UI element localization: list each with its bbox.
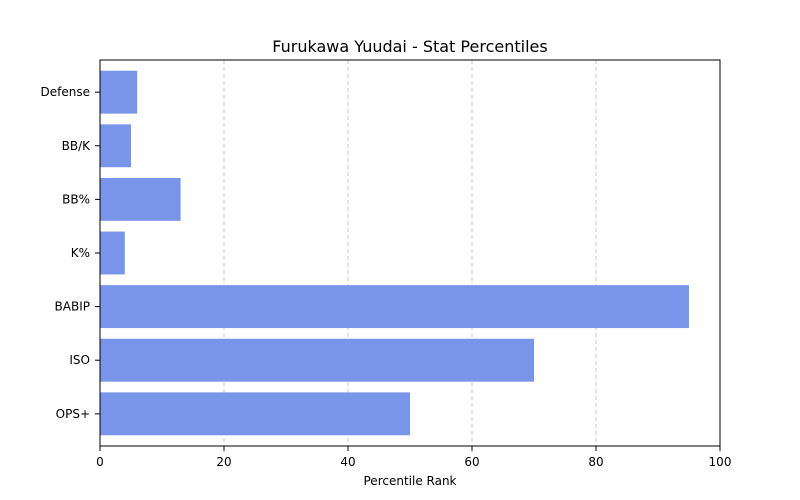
x-tick-label: 0: [96, 455, 104, 469]
y-tick-label: ISO: [69, 353, 90, 367]
x-tick-label: 80: [588, 455, 603, 469]
bar-k: [100, 231, 125, 275]
bars: [100, 70, 689, 436]
y-tick-label: K%: [71, 246, 90, 260]
bar-bb: [100, 177, 181, 221]
y-axis-ticks: OPS+ ISO BABIP K% BB% BB/K Defense: [41, 85, 100, 421]
x-tick-label: 40: [340, 455, 355, 469]
y-tick-label: BABIP: [55, 300, 90, 314]
x-axis-ticks: 0 20 40 60 80 100: [96, 446, 731, 469]
y-tick-label: OPS+: [56, 407, 90, 421]
bar-defense: [100, 70, 138, 114]
chart-title: Furukawa Yuudai - Stat Percentiles: [272, 37, 547, 56]
x-tick-label: 100: [709, 455, 732, 469]
y-tick-label: Defense: [41, 85, 90, 99]
x-tick-label: 20: [216, 455, 231, 469]
plot-frame: [99, 59, 721, 447]
y-tick-label: BB%: [62, 192, 90, 206]
grid-lines: [223, 60, 597, 446]
y-tick-label: BB/K: [62, 139, 92, 153]
x-tick-label: 60: [464, 455, 479, 469]
bar-iso: [100, 338, 534, 382]
bar-bb-k: [100, 124, 131, 168]
bar-ops: [100, 392, 410, 436]
bar-babip: [100, 285, 689, 329]
x-axis-label: Percentile Rank: [364, 474, 457, 488]
